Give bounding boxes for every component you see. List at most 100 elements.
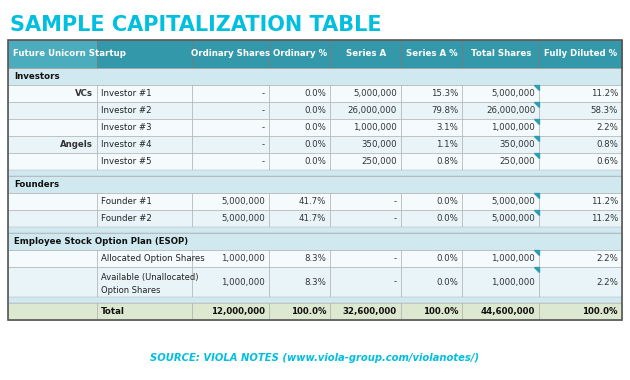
Text: Future Unicorn Startup: Future Unicorn Startup <box>13 49 126 59</box>
Text: Fully Diluted %: Fully Diluted % <box>544 49 617 59</box>
Bar <box>330 153 401 170</box>
Text: -: - <box>394 197 397 206</box>
Text: 8.3%: 8.3% <box>304 254 326 263</box>
Bar <box>8 153 97 170</box>
Bar <box>462 250 539 267</box>
Text: Allocated Option Shares: Allocated Option Shares <box>101 254 205 263</box>
Bar <box>8 210 97 227</box>
Text: Founder #1: Founder #1 <box>101 197 152 206</box>
Bar <box>97 153 192 170</box>
Bar <box>401 119 462 136</box>
Text: -: - <box>394 254 397 263</box>
Text: 5,000,000: 5,000,000 <box>491 197 535 206</box>
Bar <box>462 119 539 136</box>
Text: Investors: Investors <box>14 72 60 81</box>
Bar <box>8 102 97 119</box>
Bar <box>192 119 269 136</box>
Bar <box>8 193 97 210</box>
Bar <box>462 193 539 210</box>
Text: Total: Total <box>101 307 125 316</box>
Text: Available (Unallocated): Available (Unallocated) <box>101 273 198 282</box>
Bar <box>462 303 539 320</box>
Bar <box>330 85 401 102</box>
Text: 350,000: 350,000 <box>362 140 397 149</box>
Text: -: - <box>262 123 265 132</box>
Bar <box>97 303 192 320</box>
Polygon shape <box>534 250 539 255</box>
Text: Founder #2: Founder #2 <box>101 214 152 223</box>
Bar <box>8 119 97 136</box>
Text: 1,000,000: 1,000,000 <box>491 278 535 287</box>
Bar <box>539 119 622 136</box>
Bar <box>401 267 462 297</box>
Text: 5,000,000: 5,000,000 <box>221 214 265 223</box>
Text: 250,000: 250,000 <box>362 157 397 166</box>
Text: -: - <box>262 157 265 166</box>
Bar <box>539 153 622 170</box>
Bar <box>330 210 401 227</box>
Bar <box>269 136 330 153</box>
Bar <box>8 267 97 297</box>
Bar <box>97 85 192 102</box>
Text: 1.1%: 1.1% <box>437 140 459 149</box>
Bar <box>462 40 539 68</box>
Bar <box>192 193 269 210</box>
Bar <box>330 136 401 153</box>
Polygon shape <box>534 267 539 272</box>
Bar <box>97 136 192 153</box>
Bar <box>8 85 97 102</box>
Bar <box>192 210 269 227</box>
Bar <box>462 210 539 227</box>
Text: -: - <box>262 89 265 98</box>
Bar <box>8 227 622 233</box>
Text: 3.1%: 3.1% <box>437 123 459 132</box>
Polygon shape <box>534 119 539 124</box>
Bar <box>97 102 192 119</box>
Text: SAMPLE CAPITALIZATION TABLE: SAMPLE CAPITALIZATION TABLE <box>10 15 382 35</box>
Text: 2.2%: 2.2% <box>596 123 618 132</box>
Bar <box>97 250 192 267</box>
Text: 100.0%: 100.0% <box>291 307 326 316</box>
Text: 1,000,000: 1,000,000 <box>221 278 265 287</box>
Text: 5,000,000: 5,000,000 <box>221 197 265 206</box>
Bar <box>539 102 622 119</box>
Text: 26,000,000: 26,000,000 <box>348 106 397 115</box>
Bar <box>8 297 622 303</box>
Text: 44,600,000: 44,600,000 <box>481 307 535 316</box>
Bar <box>462 153 539 170</box>
Bar <box>330 119 401 136</box>
Bar <box>97 267 192 297</box>
Text: 0.6%: 0.6% <box>596 157 618 166</box>
Text: Series A %: Series A % <box>406 49 457 59</box>
Text: -: - <box>394 278 397 287</box>
Text: 15.3%: 15.3% <box>431 89 459 98</box>
Bar <box>192 136 269 153</box>
Text: 2.2%: 2.2% <box>596 254 618 263</box>
Text: Ordinary Shares: Ordinary Shares <box>191 49 270 59</box>
Text: 0.8%: 0.8% <box>437 157 459 166</box>
Text: Series A: Series A <box>346 49 386 59</box>
Polygon shape <box>534 85 539 90</box>
Text: 2.2%: 2.2% <box>596 278 618 287</box>
Text: 1,000,000: 1,000,000 <box>353 123 397 132</box>
Bar <box>539 250 622 267</box>
Text: SOURCE: VIOLA NOTES (www.viola-group.com/violanotes/): SOURCE: VIOLA NOTES (www.viola-group.com… <box>151 353 479 363</box>
Text: 100.0%: 100.0% <box>423 307 459 316</box>
Bar <box>269 153 330 170</box>
Text: 0.0%: 0.0% <box>437 197 459 206</box>
Text: 79.8%: 79.8% <box>431 106 459 115</box>
Polygon shape <box>534 136 539 141</box>
Text: 0.0%: 0.0% <box>437 278 459 287</box>
Bar <box>269 250 330 267</box>
Bar <box>269 267 330 297</box>
Bar <box>539 85 622 102</box>
Text: 26,000,000: 26,000,000 <box>486 106 535 115</box>
Text: 0.0%: 0.0% <box>304 123 326 132</box>
Text: 100.0%: 100.0% <box>583 307 618 316</box>
Text: 0.8%: 0.8% <box>596 140 618 149</box>
Text: -: - <box>262 140 265 149</box>
Text: 0.0%: 0.0% <box>304 89 326 98</box>
Bar <box>97 40 192 68</box>
Text: 32,600,000: 32,600,000 <box>343 307 397 316</box>
Bar <box>269 40 330 68</box>
